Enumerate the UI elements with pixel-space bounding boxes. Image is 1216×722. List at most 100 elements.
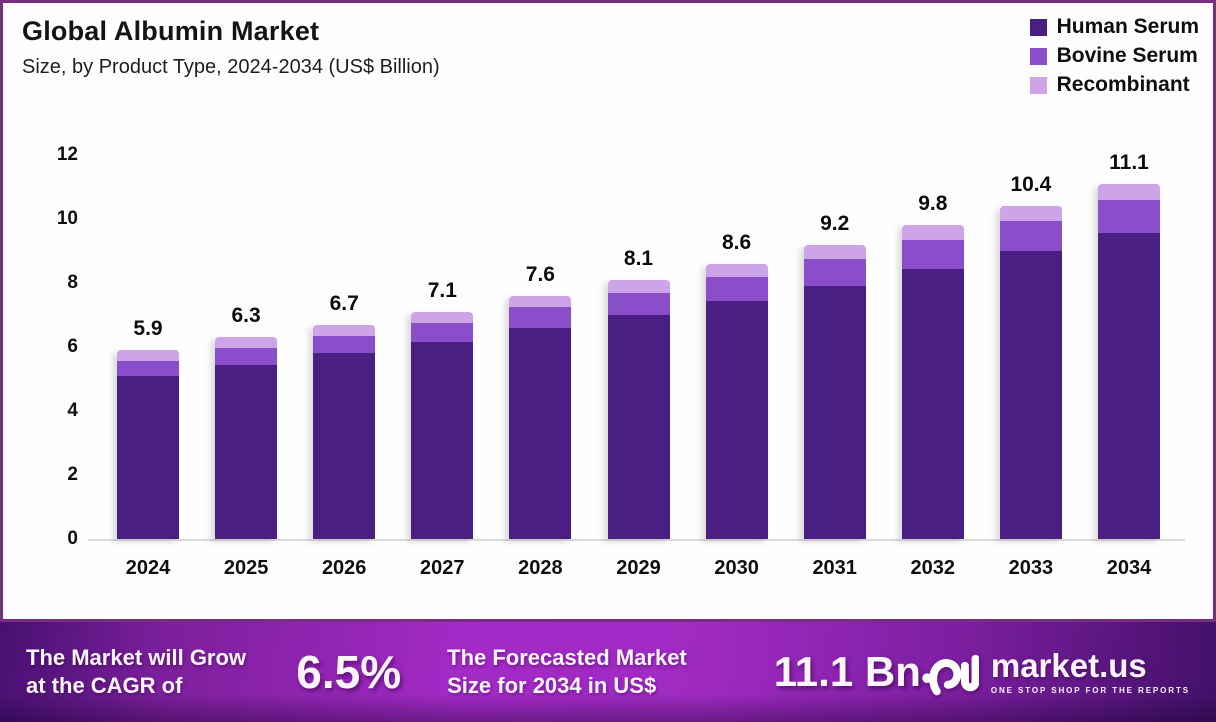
bar-2033	[999, 206, 1062, 539]
brand-name: market.us	[990, 647, 1147, 684]
cagr-label: The Market will Grow at the CAGR of	[26, 644, 280, 700]
bar-2028	[509, 295, 572, 539]
bar-2024	[117, 350, 179, 539]
bar-segment-2030-recombinant	[705, 263, 768, 277]
brand-tagline: ONE STOP SHOP FOR THE REPORTS	[990, 686, 1190, 695]
bar-2029	[607, 279, 670, 539]
legend-label: Recombinant	[1056, 73, 1190, 96]
y-axis-tick: 12	[56, 144, 78, 165]
bar-segment-2027-bovine-serum	[411, 322, 474, 343]
forecast-label-line2: Size for 2034 in US$	[447, 673, 657, 698]
bar-segment-2027-human-serum	[411, 342, 474, 539]
bar-segment-2027-recombinant	[411, 311, 474, 323]
forecast-label-line1: The Forecasted Market	[447, 644, 687, 670]
marketus-brand: market.us ONE STOP SHOP FOR THE REPORTS	[921, 645, 1190, 699]
x-axis-label-2028: 2028	[518, 557, 563, 579]
y-axis-tick: 4	[67, 400, 78, 421]
bar-value-label-2028: 7.6	[525, 262, 555, 286]
bar-value-label-2032: 9.8	[918, 192, 948, 216]
legend-swatch-icon	[1029, 18, 1047, 36]
bar-value-label-2031: 9.2	[820, 211, 850, 235]
x-axis-label-2024: 2024	[125, 557, 171, 579]
bar-segment-2032-bovine-serum	[901, 239, 964, 269]
legend-swatch-icon	[1029, 76, 1047, 94]
bar-2026	[313, 324, 376, 539]
bar-segment-2034-recombinant	[1098, 183, 1160, 200]
forecast-value: 11.1 Bn	[773, 648, 921, 695]
bar-segment-2031-bovine-serum	[803, 258, 866, 287]
bar-2031	[803, 244, 866, 539]
brand-text: market.us ONE STOP SHOP FOR THE REPORTS	[991, 649, 1190, 695]
bar-segment-2034-human-serum	[1098, 233, 1160, 539]
bar-segment-2026-bovine-serum	[313, 335, 376, 354]
bar-value-label-2034: 11.1	[1109, 150, 1149, 174]
y-axis-tick: 8	[67, 272, 78, 293]
bar-segment-2032-recombinant	[901, 225, 964, 240]
bar-segment-2032-human-serum	[901, 268, 964, 539]
bar-value-label-2026: 6.7	[329, 291, 359, 315]
legend-item: Recombinant	[1029, 73, 1199, 97]
bar-segment-2033-recombinant	[999, 206, 1062, 221]
x-axis-label-2027: 2027	[420, 557, 465, 579]
x-axis-label-2031: 2031	[812, 557, 857, 579]
legend-label: Human Serum	[1056, 15, 1199, 38]
legend-swatch-icon	[1029, 47, 1047, 65]
y-axis-tick: 10	[56, 208, 78, 229]
y-axis-tick: 2	[67, 464, 78, 485]
chart-title: Global Albumin Market	[22, 16, 320, 46]
bar-segment-2025-recombinant	[215, 337, 278, 348]
bar-segment-2026-human-serum	[313, 353, 376, 539]
x-axis-label-2033: 2033	[1008, 557, 1054, 579]
bar-segment-2026-recombinant	[313, 324, 376, 336]
bar-segment-2029-human-serum	[607, 314, 670, 539]
bar-segment-2031-human-serum	[803, 286, 866, 539]
bar-segment-2025-bovine-serum	[215, 347, 278, 365]
bar-segment-2028-recombinant	[509, 295, 572, 307]
chart-subtitle: Size, by Product Type, 2024-2034 (US$ Bi…	[22, 56, 440, 78]
legend: Human Serum Bovine Serum Recombinant	[1029, 15, 1199, 97]
bar-2025	[215, 337, 278, 539]
y-axis-tick: 6	[67, 336, 78, 357]
plot-area: 0 2 4 6 8 10 12 5.9 2024 6.3 2025 6.7 2026 7.1 2027 7.6…	[3, 3, 1213, 619]
bar-segment-2030-human-serum	[705, 300, 768, 539]
bar-value-label-2030: 8.6	[721, 230, 752, 254]
forecast-label: The Forecasted Market Size for 2034 in U…	[447, 644, 732, 700]
x-axis-label-2032: 2032	[910, 557, 956, 579]
x-axis-label-2030: 2030	[714, 557, 759, 579]
x-axis-label-2034: 2034	[1106, 557, 1152, 579]
bar-segment-2030-bovine-serum	[705, 276, 768, 301]
bar-segment-2033-bovine-serum	[999, 220, 1062, 251]
banner: The Market will Grow at the CAGR of 6.5%…	[0, 622, 1216, 722]
bar-segment-2025-human-serum	[215, 364, 278, 539]
x-axis-label-2026: 2026	[321, 557, 367, 579]
legend-item: Bovine Serum	[1029, 44, 1199, 68]
bar-segment-2031-recombinant	[803, 244, 866, 259]
x-axis-label-2025: 2025	[223, 557, 269, 579]
legend-item: Human Serum	[1029, 15, 1199, 39]
bar-value-label-2027: 7.1	[427, 278, 457, 302]
bar-segment-2029-bovine-serum	[607, 292, 670, 315]
bar-segment-2033-human-serum	[999, 250, 1062, 539]
cagr-label-line1: The Market will Grow	[26, 644, 247, 670]
bar-value-label-2024: 5.9	[133, 317, 163, 341]
marketus-logo-icon	[922, 654, 979, 696]
bar-segment-2028-human-serum	[509, 327, 572, 539]
bar-value-label-2029: 8.1	[623, 246, 654, 270]
bar-segment-2024-bovine-serum	[117, 361, 179, 376]
cagr-value: 6.5%	[296, 646, 402, 698]
x-axis-line	[88, 539, 1185, 541]
x-axis-label-2029: 2029	[616, 557, 661, 579]
bar-segment-2029-recombinant	[607, 279, 670, 293]
bar-2034	[1098, 183, 1160, 539]
bar-segment-2024-recombinant	[117, 350, 179, 362]
bar-segment-2034-bovine-serum	[1098, 199, 1160, 234]
bar-segment-2024-human-serum	[117, 375, 179, 539]
bar-2030	[705, 263, 768, 539]
bar-value-label-2033: 10.4	[1010, 173, 1052, 197]
y-axis-tick: 0	[67, 528, 78, 549]
legend-label: Bovine Serum	[1056, 44, 1198, 67]
bar-2027	[411, 311, 474, 539]
bar-segment-2028-bovine-serum	[509, 306, 572, 328]
cagr-label-line2: at the CAGR of	[26, 673, 183, 698]
